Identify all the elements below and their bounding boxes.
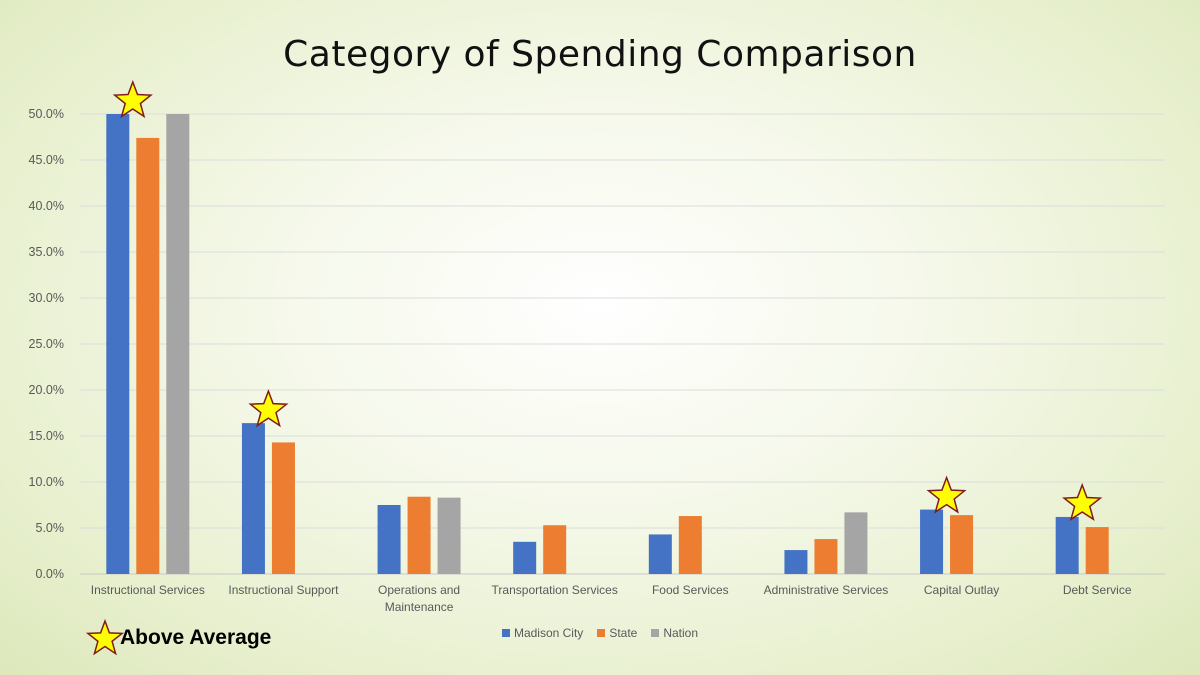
y-tick-label: 5.0% bbox=[36, 521, 65, 535]
legend-label: Madison City bbox=[513, 626, 584, 640]
bar-state bbox=[543, 525, 567, 574]
bars bbox=[106, 114, 1109, 575]
legend-swatch bbox=[501, 629, 510, 637]
y-tick-label: 25.0% bbox=[29, 337, 64, 351]
legend-label: State bbox=[609, 626, 638, 640]
legend-swatch bbox=[651, 629, 660, 637]
x-tick-label: Food Services bbox=[652, 583, 729, 597]
bar-state bbox=[814, 539, 838, 574]
star-icon bbox=[112, 79, 153, 119]
x-tick-label: Instructional Services bbox=[91, 583, 205, 597]
bar-madison-city bbox=[1055, 516, 1079, 574]
y-tick-label: 50.0% bbox=[29, 107, 64, 121]
bar-madison-city bbox=[920, 509, 944, 574]
y-tick-label: 20.0% bbox=[29, 383, 64, 397]
bar-madison-city bbox=[513, 541, 537, 574]
y-tick-label: 40.0% bbox=[29, 199, 64, 213]
bar-madison-city bbox=[106, 114, 130, 574]
bar-nation bbox=[437, 497, 461, 574]
bar-state bbox=[136, 137, 160, 575]
x-tick-label: Debt Service bbox=[1063, 583, 1132, 597]
x-tick-label: Operations and Maintenance bbox=[378, 583, 460, 614]
series-legend: Madison City State Nation bbox=[0, 626, 1200, 640]
legend-item: Madison City bbox=[501, 626, 584, 640]
chart-title: Category of Spending Comparison bbox=[283, 34, 917, 75]
bar-madison-city bbox=[648, 534, 672, 574]
x-tick-label: Transportation Services bbox=[492, 583, 618, 597]
legend-label: Nation bbox=[663, 626, 699, 640]
bar-madison-city bbox=[241, 423, 265, 574]
bar-nation bbox=[166, 114, 190, 574]
y-axis-ticks: 0.0% 5.0% 10.0% 15.0% 20.0% 25.0% 30.0% 35.0% 40… bbox=[29, 107, 64, 581]
legend-swatch bbox=[597, 629, 606, 637]
y-tick-label: 0.0% bbox=[36, 567, 65, 581]
legend-item: State bbox=[597, 626, 637, 640]
star-icon bbox=[86, 618, 124, 656]
bar-state bbox=[1085, 527, 1109, 574]
y-tick-label: 15.0% bbox=[29, 429, 64, 443]
legend-item: Nation bbox=[651, 626, 698, 640]
bar-madison-city bbox=[784, 550, 808, 574]
bar-state bbox=[678, 516, 702, 574]
x-tick-label: Administrative Services bbox=[764, 583, 889, 597]
bar-nation bbox=[844, 512, 868, 574]
bar-state bbox=[950, 515, 974, 574]
star-icon bbox=[1062, 482, 1103, 522]
x-tick-label: Instructional Support bbox=[228, 583, 339, 597]
star-icon bbox=[248, 388, 289, 428]
x-axis-ticks: Instructional Services Instructional Supp… bbox=[91, 583, 1132, 614]
above-average-stars bbox=[112, 79, 1103, 522]
x-tick-label: Capital Outlay bbox=[924, 583, 999, 597]
above-average-label: Above Average bbox=[120, 626, 272, 649]
bar-madison-city bbox=[377, 505, 401, 574]
bar-state bbox=[407, 496, 431, 574]
y-tick-label: 10.0% bbox=[29, 475, 64, 489]
star-icon bbox=[926, 475, 967, 514]
above-average-note: Above Average bbox=[86, 618, 271, 658]
y-tick-label: 45.0% bbox=[29, 153, 64, 167]
y-tick-label: 35.0% bbox=[29, 245, 64, 259]
bar-state bbox=[271, 442, 295, 574]
y-tick-label: 30.0% bbox=[29, 291, 64, 305]
